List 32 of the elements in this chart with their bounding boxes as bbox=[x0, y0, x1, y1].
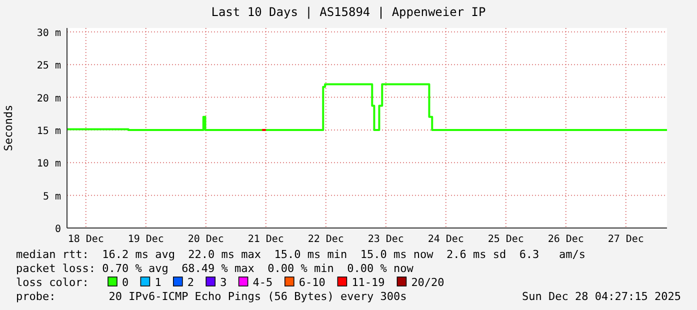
legend-label: 1 bbox=[154, 276, 162, 289]
y-tick-label: 30 m bbox=[36, 28, 61, 39]
text: probe: 20 IPv6-ICMP Echo Pings (56 Bytes) every 300s bbox=[16, 290, 407, 303]
x-tick-label: 22 Dec bbox=[308, 234, 344, 245]
legend-title: loss color: bbox=[16, 276, 89, 289]
y-tick-label: 0 bbox=[54, 224, 61, 235]
legend-label: 4-5 bbox=[252, 276, 273, 289]
y-tick-label: 10 m bbox=[36, 158, 61, 170]
legend-label: 6-10 bbox=[298, 276, 326, 289]
legend-label: 20/20 bbox=[411, 276, 444, 289]
x-tick-label: 20 Dec bbox=[188, 234, 224, 245]
text: packet loss: 0.70 % avg 68.49 % max 0.00 % min 0.00 % now bbox=[16, 262, 414, 275]
y-tick-label: 5 m bbox=[42, 191, 61, 202]
legend-label: 11-19 bbox=[352, 276, 385, 289]
text: Sun Dec 28 04:27:15 2025 bbox=[522, 290, 681, 303]
y-tick-label: 25 m bbox=[36, 60, 61, 72]
x-tick-label: 24 Dec bbox=[428, 234, 464, 245]
legend-label: 2 bbox=[187, 276, 194, 289]
x-tick-label: 18 Dec bbox=[68, 234, 104, 245]
x-tick-label: 25 Dec bbox=[488, 234, 524, 245]
x-tick-label: 21 Dec bbox=[248, 234, 284, 245]
y-tick-label: 20 m bbox=[36, 93, 61, 104]
x-tick-label: 19 Dec bbox=[128, 234, 164, 245]
x-tick-label: 27 Dec bbox=[608, 234, 644, 245]
chart-title: Last 10 Days | AS15894 | Appenweier IP bbox=[211, 5, 486, 19]
x-tick-label: 26 Dec bbox=[548, 234, 584, 245]
text: median rtt: 16.2 ms avg 22.0 ms max 15.0 ms min 15.0 ms now 2.6 ms sd 6.3 am/s bbox=[16, 248, 586, 261]
y-tick-label: 15 m bbox=[36, 126, 61, 137]
y-axis-title: Seconds bbox=[2, 104, 15, 152]
legend-label: 0 bbox=[122, 276, 129, 289]
legend-label: 3 bbox=[220, 276, 227, 289]
x-tick-label: 23 Dec bbox=[368, 234, 404, 245]
